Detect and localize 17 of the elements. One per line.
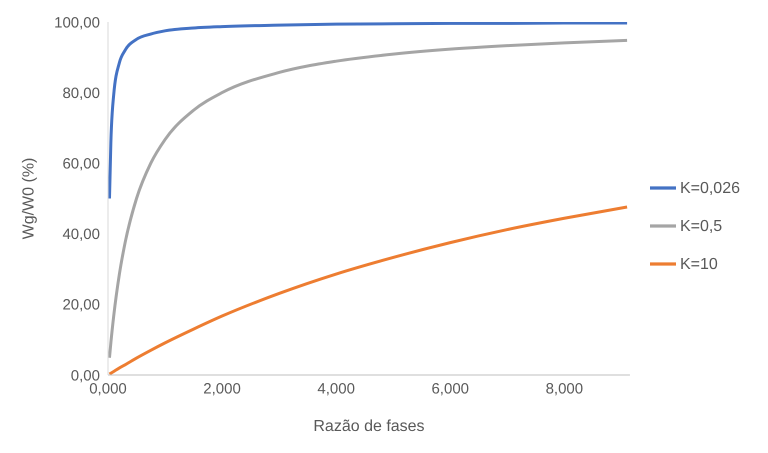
y-axis-title: Wg/W0 (%) [20,158,38,240]
legend-label: K=0,026 [680,180,740,196]
legend-label: K=10 [680,256,718,272]
legend-label: K=0,5 [680,218,722,234]
x-tick-label: 4,000 [317,380,355,398]
x-tick-label: 2,000 [203,380,241,398]
line-series [108,22,629,200]
line-series [108,38,629,360]
y-tick-label: 20,00 [62,296,100,314]
y-tick-label: 80,00 [62,84,100,102]
y-tick-label: 100,00 [54,14,100,32]
x-tick-label: 6,000 [431,380,470,398]
x-axis-title: Razão de fases [313,418,425,435]
y-tick-label: 40,00 [62,226,100,244]
line-series [108,205,629,375]
x-tick-label: 8,000 [546,380,584,398]
y-tick-label: 60,00 [62,156,100,173]
